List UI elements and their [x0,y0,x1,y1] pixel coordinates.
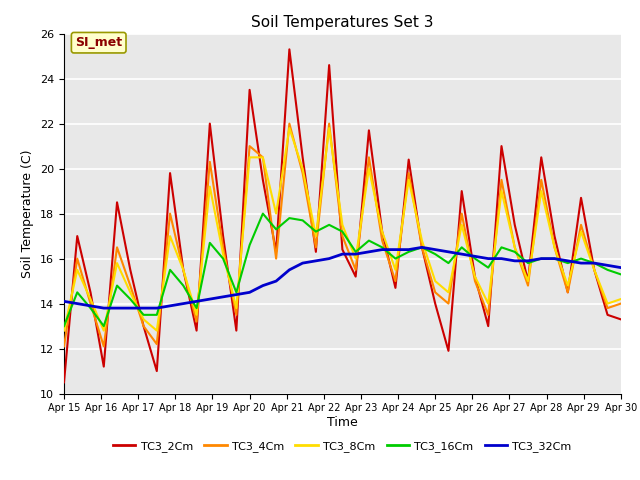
Text: SI_met: SI_met [75,36,122,49]
Title: Soil Temperatures Set 3: Soil Temperatures Set 3 [251,15,434,30]
X-axis label: Time: Time [327,416,358,429]
Legend: TC3_2Cm, TC3_4Cm, TC3_8Cm, TC3_16Cm, TC3_32Cm: TC3_2Cm, TC3_4Cm, TC3_8Cm, TC3_16Cm, TC3… [109,437,576,456]
Y-axis label: Soil Temperature (C): Soil Temperature (C) [22,149,35,278]
